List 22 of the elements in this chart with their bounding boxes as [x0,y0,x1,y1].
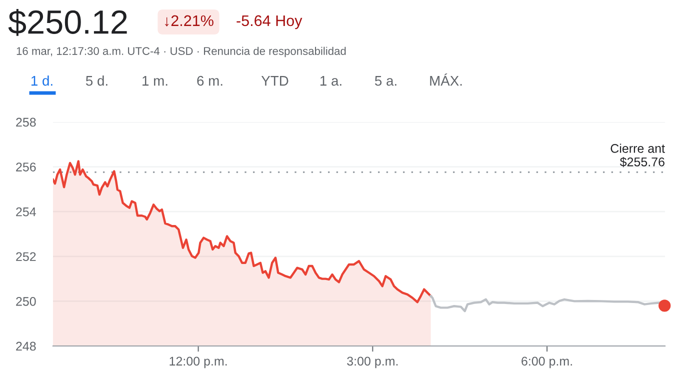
y-tick-label: 250 [16,297,36,306]
x-tick-label: 6:00 p.m. [522,356,572,368]
text: 1 a. [320,76,342,86]
y-tick-label: 248 [16,342,36,351]
x-tick-label: 3:00 p.m. [347,356,398,368]
chart-subtitle: 16 mar, 12:17:30 a.m. UTC-4 · USD · Renuncia de responsabilidad [16,46,346,58]
text: MÁX. [430,74,462,86]
text: 5 a. [374,76,396,86]
y-tick-label: 252 [16,252,36,262]
x-tick-label: 12:00 p.m. [170,356,227,368]
y-tick-label: 256 [16,162,36,172]
text: 1 d. [31,76,52,86]
text: 5 d. [86,76,108,86]
text: -5.64 Hoy [236,15,302,30]
text: YTD [261,76,288,86]
text: ↓2.21% [165,15,214,26]
y-tick-label: 258 [16,118,36,127]
text: 6 m. [197,76,222,86]
y-tick-label: 254 [16,207,36,216]
text: 1 m. [142,76,168,86]
chart-title: $250.12 [8,8,127,36]
ref-line-label: Cierre ant $255.76 [610,144,665,168]
